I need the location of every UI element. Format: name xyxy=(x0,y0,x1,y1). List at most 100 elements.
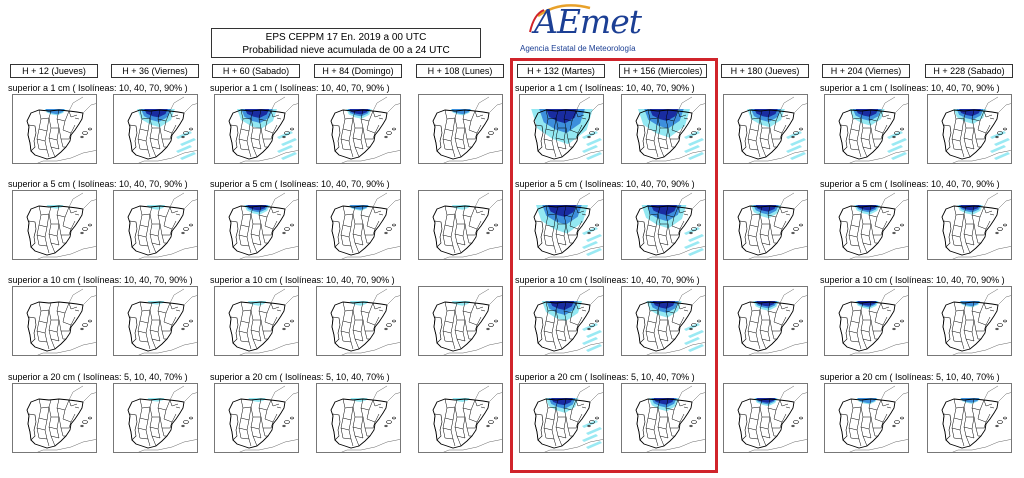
province-border xyxy=(350,341,354,350)
province-border xyxy=(352,416,364,430)
iberia-map xyxy=(737,385,807,452)
province-border xyxy=(452,438,456,447)
province-border xyxy=(264,120,278,134)
logo-wordmark: AEmet xyxy=(534,2,642,41)
province-border xyxy=(645,320,657,334)
province-border xyxy=(862,338,868,350)
balearic-island xyxy=(997,131,1003,135)
iberia-map xyxy=(838,385,908,452)
province-border xyxy=(38,309,50,324)
province-border xyxy=(444,398,458,409)
province-border xyxy=(555,416,567,430)
province-border xyxy=(953,309,965,324)
france-coastline xyxy=(372,288,400,306)
province-border xyxy=(671,216,685,230)
province-border xyxy=(567,427,573,437)
province-border xyxy=(68,302,78,310)
border-portugal xyxy=(229,316,239,344)
province-border xyxy=(553,245,557,254)
balearic-island xyxy=(80,424,84,428)
province-border xyxy=(240,406,252,421)
province-border xyxy=(46,245,50,254)
province-border xyxy=(747,427,759,440)
row-label: superior a 20 cm ( Isolíneas: 5, 10, 40,… xyxy=(210,372,390,382)
province-border xyxy=(169,302,179,310)
province-border xyxy=(342,117,354,132)
border-portugal xyxy=(128,220,138,248)
province-border xyxy=(951,234,963,247)
province-border xyxy=(983,399,993,407)
province-border xyxy=(238,320,250,334)
balearic-island xyxy=(494,319,498,323)
africa-coastline xyxy=(239,246,298,259)
province-border xyxy=(581,117,587,120)
province-border xyxy=(555,223,567,237)
province-border xyxy=(258,398,272,411)
province-border xyxy=(659,435,665,447)
province-border xyxy=(276,213,282,216)
balearic-island xyxy=(486,424,490,428)
province-border xyxy=(48,426,60,439)
province-border xyxy=(352,213,364,225)
province-border xyxy=(870,127,884,140)
balearic-island xyxy=(587,231,591,235)
balearic-island xyxy=(587,424,591,428)
balearic-island xyxy=(494,223,498,227)
province-border xyxy=(175,213,181,216)
balearic-island xyxy=(691,420,697,424)
balearic-island xyxy=(587,135,591,139)
row-label: superior a 10 cm ( Isolíneas: 10, 40, 70… xyxy=(820,275,1005,285)
province-border xyxy=(238,138,250,151)
row-label: superior a 10 cm ( Isolíneas: 10, 40, 70… xyxy=(515,275,700,285)
france-coastline xyxy=(983,385,1011,403)
province-border xyxy=(442,234,454,247)
snow-probability-area xyxy=(650,205,678,216)
france-coastline xyxy=(169,385,197,403)
balearic-island xyxy=(488,420,494,424)
province-border xyxy=(565,416,579,429)
iberia-map xyxy=(737,96,807,163)
africa-coastline xyxy=(646,342,705,355)
iberia-map xyxy=(26,96,96,163)
province-border xyxy=(555,426,567,439)
france-coastline xyxy=(372,96,400,114)
province-border xyxy=(989,213,995,216)
province-border xyxy=(677,206,687,214)
province-border xyxy=(151,338,157,350)
province-border xyxy=(850,301,864,312)
province-border xyxy=(38,406,50,421)
province-border xyxy=(252,435,258,447)
province-border xyxy=(276,309,282,312)
province-border xyxy=(971,109,985,122)
province-border xyxy=(773,216,787,230)
africa-coastline xyxy=(138,246,197,259)
province-border xyxy=(850,398,864,409)
iberia-map xyxy=(330,385,400,452)
province-border xyxy=(567,138,573,148)
province-border xyxy=(258,109,272,122)
province-border xyxy=(569,216,583,230)
province-border xyxy=(767,205,781,218)
border-portugal xyxy=(636,220,646,248)
france-coastline xyxy=(68,96,96,114)
province-border xyxy=(352,223,364,237)
forecast-map-panel xyxy=(113,190,198,260)
province-border xyxy=(452,341,456,350)
province-border xyxy=(769,223,783,236)
balearic-island xyxy=(384,424,388,428)
snow-probability-area xyxy=(586,152,602,160)
province-border xyxy=(667,319,681,332)
province-border xyxy=(238,234,250,247)
map-title-box: EPS CEPPM 17 En. 2019 a 00 UTC Probabili… xyxy=(211,28,481,58)
province-border xyxy=(983,302,993,310)
province-border xyxy=(953,213,965,228)
province-border xyxy=(555,319,567,333)
province-border xyxy=(38,301,52,312)
province-border xyxy=(372,206,382,214)
forecast-map-panel xyxy=(113,383,198,453)
province-border xyxy=(545,109,559,120)
forecast-map-panel xyxy=(214,286,299,356)
france-coastline xyxy=(68,385,96,403)
province-border xyxy=(240,205,254,216)
province-border xyxy=(951,417,963,431)
